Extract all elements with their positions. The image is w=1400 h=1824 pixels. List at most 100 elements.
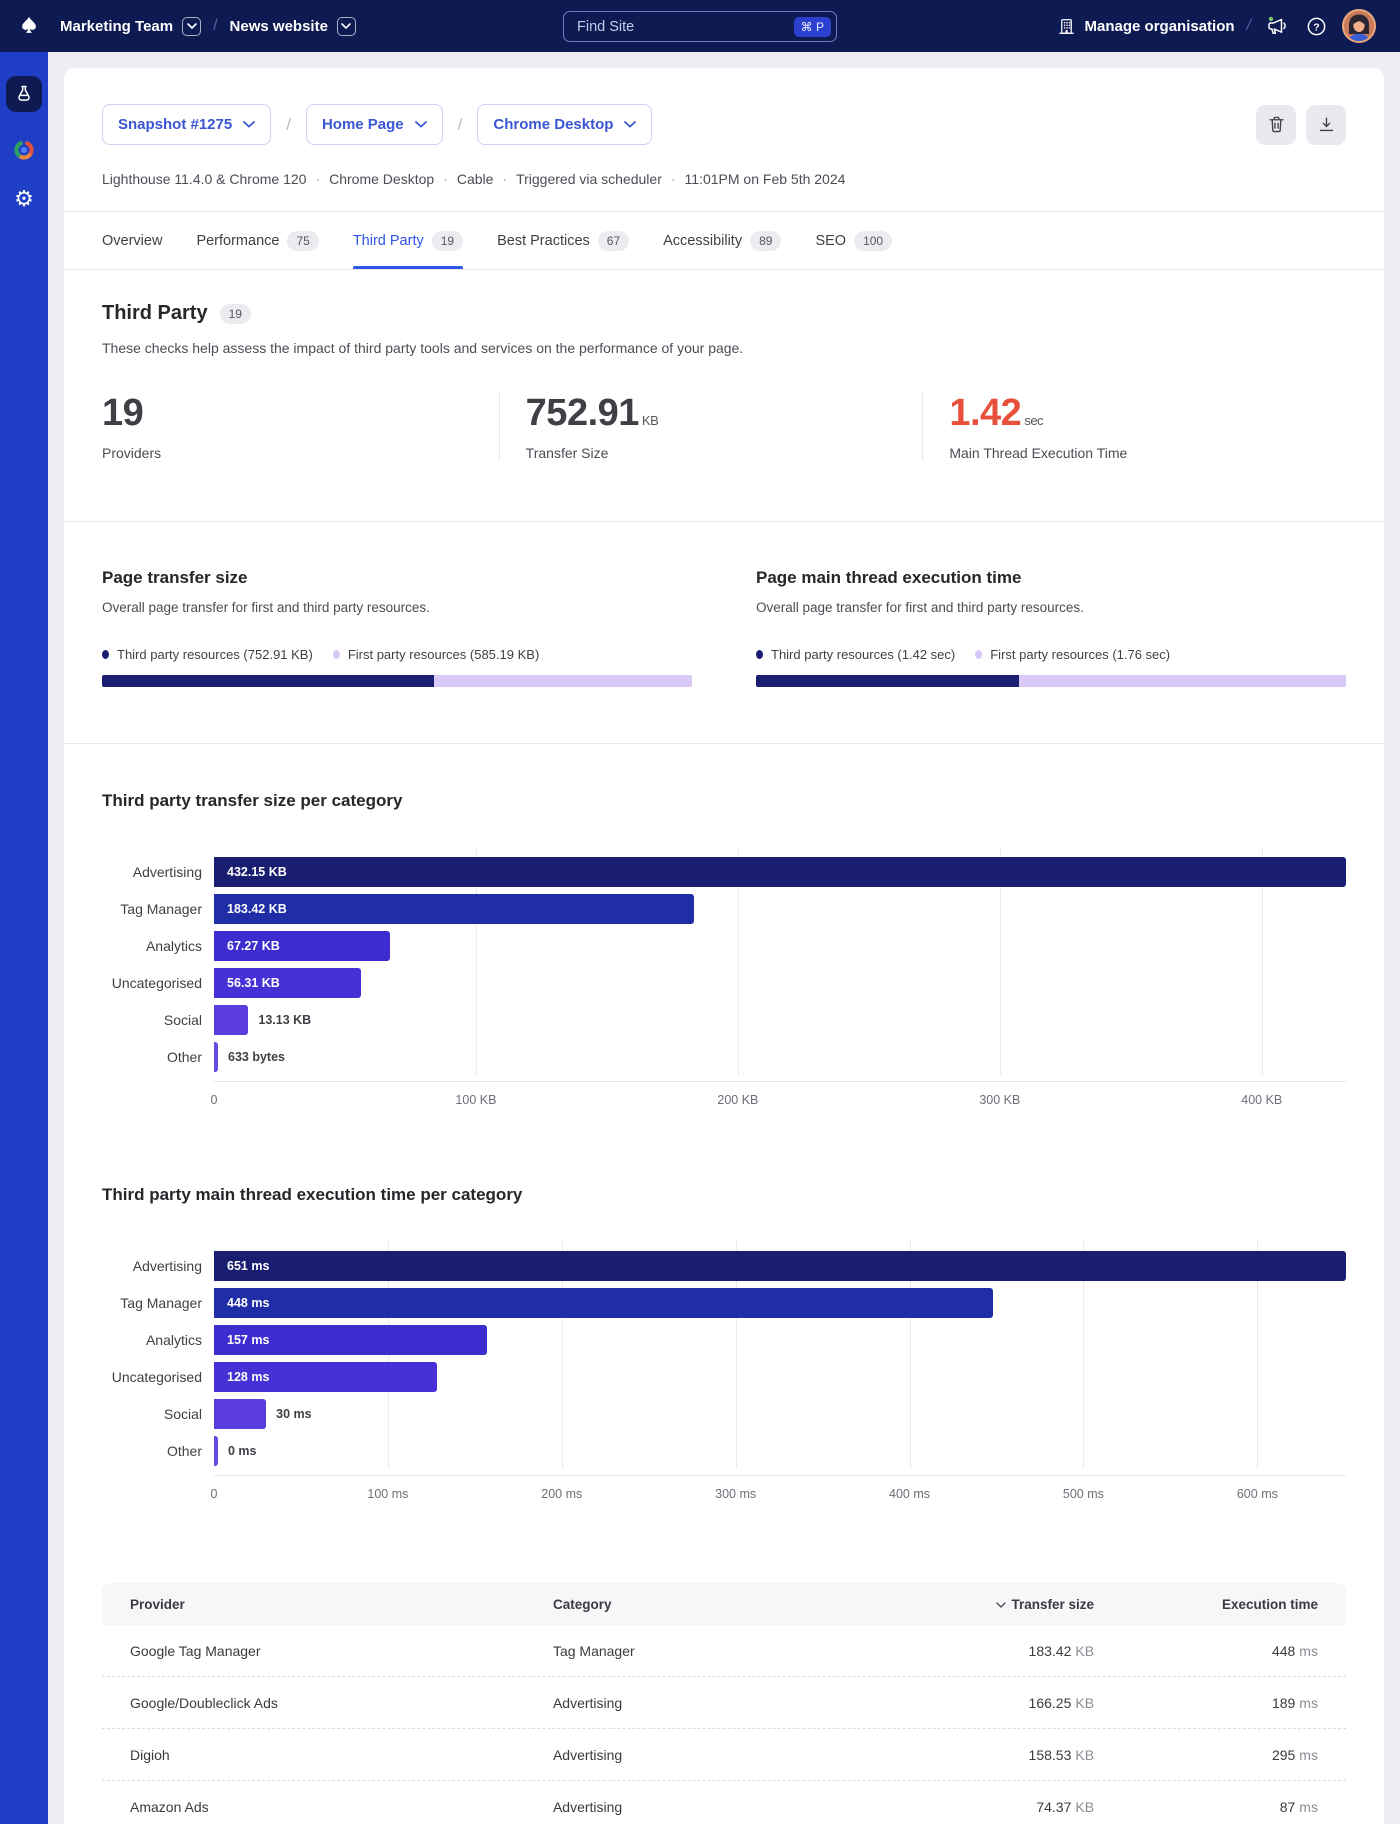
unit-label: KB — [1075, 1798, 1095, 1815]
chart-value-label: 157 ms — [227, 1332, 270, 1347]
provider-link[interactable]: Digioh — [130, 1746, 170, 1763]
axis-tick-label: 200 KB — [717, 1093, 759, 1107]
legend-dot-icon — [102, 650, 109, 659]
legend: Third party resources (752.91 KB) First p… — [102, 647, 692, 662]
nav-separator: / — [213, 17, 218, 34]
tab-seo[interactable]: SEO 100 — [815, 212, 893, 269]
unit-label: ms — [1299, 1694, 1318, 1711]
chart-category-label: Tag Manager — [120, 1294, 202, 1311]
chart-row: Advertising 651 ms — [102, 1247, 1346, 1284]
transfer-size-cell: 74.37 KB — [1036, 1798, 1095, 1815]
tab-score-badge: 75 — [287, 230, 319, 251]
site-name: News website — [229, 17, 328, 35]
panel-title: Page transfer size — [102, 568, 248, 587]
gridline — [1257, 1241, 1259, 1469]
sidebar-item-settings[interactable]: ⚙ — [14, 188, 34, 210]
chart-row: Social 30 ms — [102, 1395, 1346, 1432]
tab-best-practices[interactable]: Best Practices 67 — [497, 212, 630, 269]
chart-title: Third party transfer size per category — [102, 791, 403, 810]
page-description: These checks help assess the impact of t… — [102, 340, 744, 356]
category-cell: Advertising — [552, 1746, 623, 1763]
unit-label: KB — [1075, 1694, 1095, 1711]
provider-link[interactable]: Google Tag Manager — [130, 1642, 261, 1659]
breadcrumb-separator: / — [286, 114, 291, 134]
chart-category-label: Advertising — [132, 863, 202, 880]
chevron-down-icon — [243, 121, 256, 128]
announcements-megaphone-icon[interactable] — [1263, 12, 1291, 40]
third-party-segment — [102, 675, 434, 687]
team-switcher-button[interactable]: Marketing Team — [60, 16, 202, 36]
provider-link[interactable]: Google/Doubleclick Ads — [130, 1694, 278, 1711]
summary-stats: 19 Providers 752.91 KB Transfer Size 1.42 sec M… — [102, 392, 1346, 461]
chart-category-label: Social — [163, 1011, 202, 1028]
chart-category-label: Other — [166, 1442, 202, 1459]
search-input[interactable] — [564, 18, 794, 35]
page-title-badge: 19 — [219, 303, 251, 324]
stat-unit: sec — [1024, 413, 1044, 428]
stacked-bar — [102, 675, 692, 687]
sidebar-item-browser-chrome-icon[interactable] — [12, 138, 36, 162]
site-switcher-button[interactable]: News website — [229, 16, 356, 36]
help-icon[interactable]: ? — [1303, 13, 1330, 40]
tab-third-party[interactable]: Third Party 19 — [352, 212, 464, 269]
chart-value-label: 30 ms — [276, 1406, 312, 1421]
chart-bar — [214, 1041, 218, 1072]
snapshot-meta: Lighthouse 11.4.0 & Chrome 120 · Chrome De… — [102, 171, 1346, 187]
avatar[interactable] — [1342, 9, 1376, 43]
delete-snapshot-button[interactable] — [1256, 104, 1296, 145]
chart-value-label: 0 ms — [228, 1443, 257, 1458]
first-party-segment — [1019, 675, 1346, 687]
summary-stat: 752.91 KB Transfer Size — [498, 392, 923, 461]
column-header-label: Category — [552, 1596, 612, 1612]
page-transfer-panels: Page transfer size Overall page transfer … — [64, 522, 1384, 744]
tab-performance[interactable]: Performance 75 — [196, 212, 319, 269]
find-site-search[interactable]: ⌘ P — [563, 11, 837, 42]
meta-item: 11:01PM on Feb 5th 2024 — [684, 171, 846, 187]
axis-tick-label: 100 ms — [367, 1487, 409, 1501]
tab-accessibility[interactable]: Accessibility 89 — [663, 212, 782, 269]
breadcrumb-dropdown[interactable]: Home Page — [305, 104, 443, 145]
chart-gridlines — [214, 847, 1346, 1075]
download-report-button[interactable] — [1306, 104, 1346, 145]
chart-bar: 432.15 KB — [214, 856, 1346, 887]
chart-value-label: 13.13 KB — [258, 1012, 312, 1027]
transfer-size-cell: 158.53 KB — [1028, 1746, 1095, 1763]
stat-unit: KB — [641, 413, 659, 428]
chart-x-axis: 0 100 ms 200 ms 300 ms 400 ms 500 ms 600 ms — [211, 1475, 1346, 1509]
legend-item: Third party resources (752.91 KB) — [102, 647, 313, 662]
panel-description: Overall page transfer for first and thir… — [102, 600, 430, 615]
table-row: Amazon Ads Advertising 74.37 KB 87 ms — [102, 1781, 1346, 1824]
axis-tick-label: 600 ms — [1236, 1487, 1278, 1501]
execution-time-cell: 189 ms — [1271, 1694, 1318, 1711]
transfer-panel: Page transfer size Overall page transfer … — [102, 568, 692, 687]
sidebar-item-lab-active[interactable] — [6, 76, 42, 112]
axis-tick-label: 300 KB — [979, 1093, 1021, 1107]
column-header-label: Execution time — [1221, 1596, 1318, 1612]
svg-text:?: ? — [1313, 21, 1319, 33]
legend-item: First party resources (585.19 KB) — [332, 647, 539, 662]
third-party-intro: Third Party 19 These checks help assess … — [64, 270, 1384, 522]
legend-dot-icon — [756, 650, 763, 659]
chevron-down-icon — [414, 121, 427, 128]
meta-item: Chrome Desktop — [329, 171, 435, 187]
column-header-transfer-size[interactable]: Transfer size — [886, 1596, 1122, 1612]
axis-tick-label: 300 ms — [715, 1487, 757, 1501]
tab-overview[interactable]: Overview — [102, 212, 162, 269]
provider-link[interactable]: Amazon Ads — [130, 1798, 209, 1815]
sidebar: ⚙ — [0, 52, 48, 1824]
manage-organisation-button[interactable]: Manage organisation — [1057, 17, 1235, 36]
legend-item: Third party resources (1.42 sec) — [756, 647, 955, 662]
chart-title: Third party main thread execution time p… — [102, 1185, 523, 1204]
breadcrumb-dropdown[interactable]: Chrome Desktop — [477, 104, 653, 145]
first-party-segment — [433, 675, 692, 687]
chart-value-label: 448 ms — [227, 1295, 270, 1310]
breadcrumb-dropdown[interactable]: Snapshot #1275 — [102, 104, 272, 145]
top-navbar: Marketing Team / News website ⌘ P — [0, 0, 1400, 52]
meta-item: Triggered via scheduler — [516, 171, 662, 187]
column-header-execution-time: Execution time — [1122, 1597, 1346, 1612]
chart-bar: 651 ms — [214, 1250, 1346, 1281]
chart-category-label: Tag Manager — [120, 900, 202, 917]
chart-value-label: 651 ms — [227, 1258, 270, 1273]
meta-separator-dot: · — [315, 171, 321, 187]
legend-dot-icon — [332, 650, 340, 659]
